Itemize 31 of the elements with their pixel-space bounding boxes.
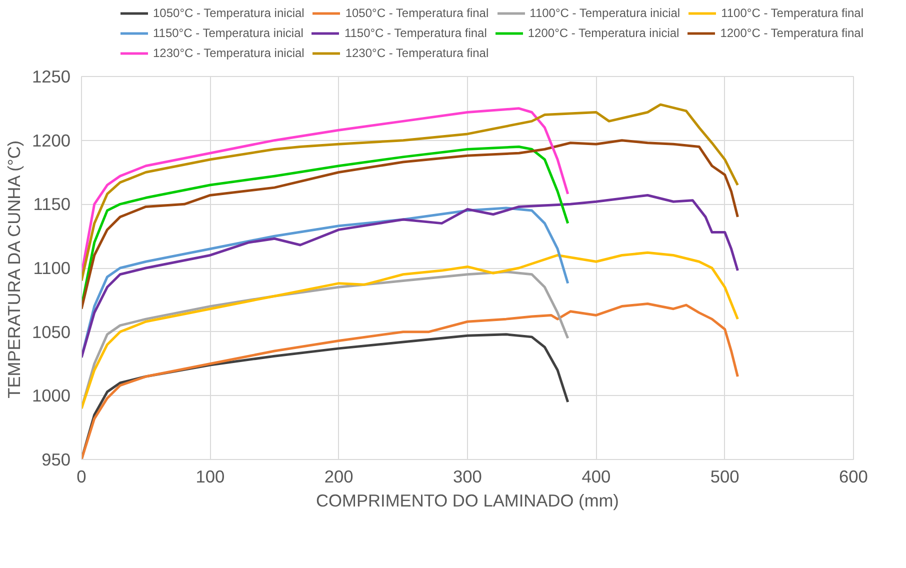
legend-label: 1050°C - Temperatura inicial — [153, 6, 304, 20]
legend-label: 1230°C - Temperatura final — [345, 46, 489, 60]
legend-label: 1100°C - Temperatura final — [721, 6, 864, 20]
legend-label: 1230°C - Temperatura inicial — [153, 46, 304, 60]
x-axis-title: COMPRIMENTO DO LAMINADO (mm) — [316, 490, 619, 510]
line-series — [82, 302, 739, 460]
line-series — [82, 194, 739, 359]
y-tick-label: 1000 — [32, 386, 71, 406]
x-tick-label: 300 — [453, 466, 482, 486]
line-series — [82, 103, 739, 282]
y-tick-label: 1250 — [32, 66, 71, 86]
legend-label: 1150°C - Temperatura inicial — [153, 26, 304, 40]
legend-label: 1200°C - Temperatura inicial — [528, 26, 680, 40]
x-tick-label: 100 — [196, 466, 225, 486]
legend-label: 1200°C - Temperatura final — [720, 26, 864, 40]
legend-label: 1150°C - Temperatura final — [344, 26, 487, 40]
y-tick-label: 950 — [42, 450, 71, 470]
x-tick-label: 600 — [839, 466, 868, 486]
x-tick-label: 500 — [710, 466, 740, 486]
y-tick-label: 1100 — [33, 258, 71, 278]
y-tick-label: 1150 — [33, 194, 71, 214]
legend-label: 1050°C - Temperatura final — [345, 6, 489, 20]
line-series — [82, 251, 739, 410]
x-tick-label: 200 — [324, 466, 354, 486]
x-tick-label: 400 — [582, 466, 611, 486]
y-axis-title: TEMPERATURA DA CUNHA (°C) — [4, 140, 24, 398]
y-tick-label: 1200 — [32, 130, 71, 150]
line-series — [82, 139, 739, 310]
legend-label: 1100°C - Temperatura inicial — [530, 6, 680, 20]
y-tick-label: 1050 — [32, 322, 71, 342]
x-tick-label: 0 — [76, 466, 86, 486]
